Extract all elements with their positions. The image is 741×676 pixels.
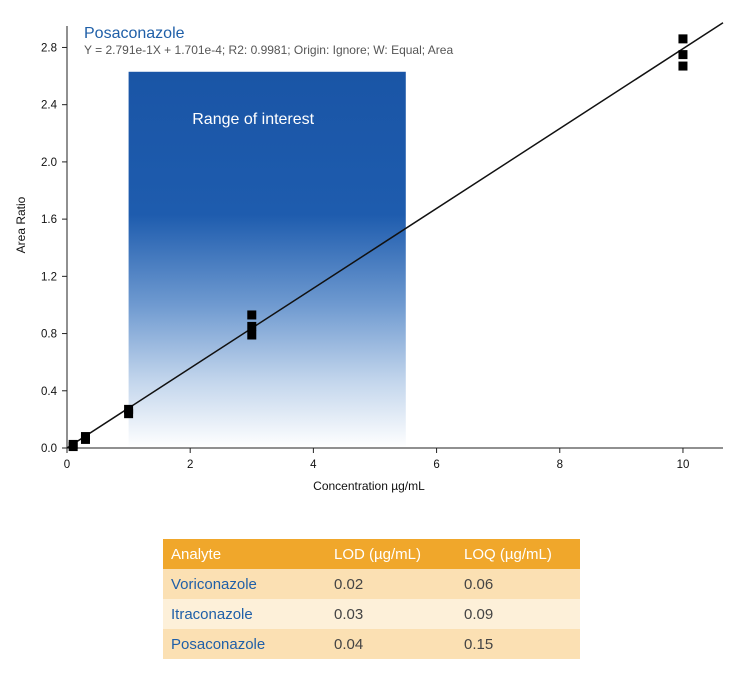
x-axis-title: Concentration µg/mL xyxy=(313,479,425,493)
y-tick-label: 1.6 xyxy=(41,214,57,226)
y-tick-label: 2.0 xyxy=(41,157,57,169)
x-tick-label: 8 xyxy=(557,459,563,471)
y-tick-label: 0.4 xyxy=(41,386,58,398)
lod-cell: 0.04 xyxy=(326,629,456,659)
x-tick-label: 0 xyxy=(64,459,70,471)
range-of-interest-label: Range of interest xyxy=(192,111,314,128)
y-tick-label: 2.4 xyxy=(41,100,58,112)
regression-line xyxy=(66,22,724,449)
data-point xyxy=(80,432,90,442)
x-tick-label: 10 xyxy=(677,459,690,471)
data-point xyxy=(678,34,688,44)
chart-title: Posaconazole xyxy=(84,25,185,42)
y-tick-label: 1.2 xyxy=(41,271,57,283)
analyte-cell: Posaconazole xyxy=(163,629,326,659)
y-axis-title: Area Ratio xyxy=(14,196,28,253)
y-tick-label: 2.8 xyxy=(41,42,57,54)
data-point xyxy=(124,404,134,414)
loq-cell: 0.15 xyxy=(456,629,580,659)
lod-loq-table: Analyte LOD (µg/mL) LOQ (µg/mL) Voricona… xyxy=(163,539,580,659)
lod-cell: 0.02 xyxy=(326,569,456,599)
loq-cell: 0.09 xyxy=(456,599,580,629)
loq-cell: 0.06 xyxy=(456,569,580,599)
chart-subtitle: Y = 2.791e-1X + 1.701e-4; R2: 0.9981; Or… xyxy=(84,43,453,57)
table-row: Itraconazole 0.03 0.09 xyxy=(163,599,580,629)
data-point xyxy=(678,61,688,71)
header-loq: LOQ (µg/mL) xyxy=(456,539,580,569)
data-point xyxy=(68,439,78,449)
y-tick-label: 0.8 xyxy=(41,329,57,341)
header-lod: LOD (µg/mL) xyxy=(326,539,456,569)
x-axis-ticks: 0 2 4 6 8 10 xyxy=(64,448,690,471)
lod-cell: 0.03 xyxy=(326,599,456,629)
data-points xyxy=(68,34,688,452)
x-tick-label: 2 xyxy=(187,459,193,471)
data-point xyxy=(247,321,257,331)
y-tick-label: 0.0 xyxy=(41,443,57,455)
table-row: Voriconazole 0.02 0.06 xyxy=(163,569,580,599)
x-tick-label: 6 xyxy=(433,459,439,471)
analyte-cell: Itraconazole xyxy=(163,599,326,629)
header-analyte: Analyte xyxy=(163,539,326,569)
data-point xyxy=(678,50,688,60)
data-point xyxy=(247,330,257,340)
data-point xyxy=(247,310,257,320)
y-axis-ticks: 0.0 0.4 0.8 1.2 1.6 2.0 2.4 2.8 xyxy=(41,42,67,455)
analyte-cell: Voriconazole xyxy=(163,569,326,599)
calibration-chart: Range of interest Posaconazole Y = 2.791… xyxy=(14,22,724,493)
table-row: Posaconazole 0.04 0.15 xyxy=(163,629,580,659)
range-of-interest-region xyxy=(128,71,406,448)
table-header-row: Analyte LOD (µg/mL) LOQ (µg/mL) xyxy=(163,539,580,569)
x-tick-label: 4 xyxy=(310,459,317,471)
